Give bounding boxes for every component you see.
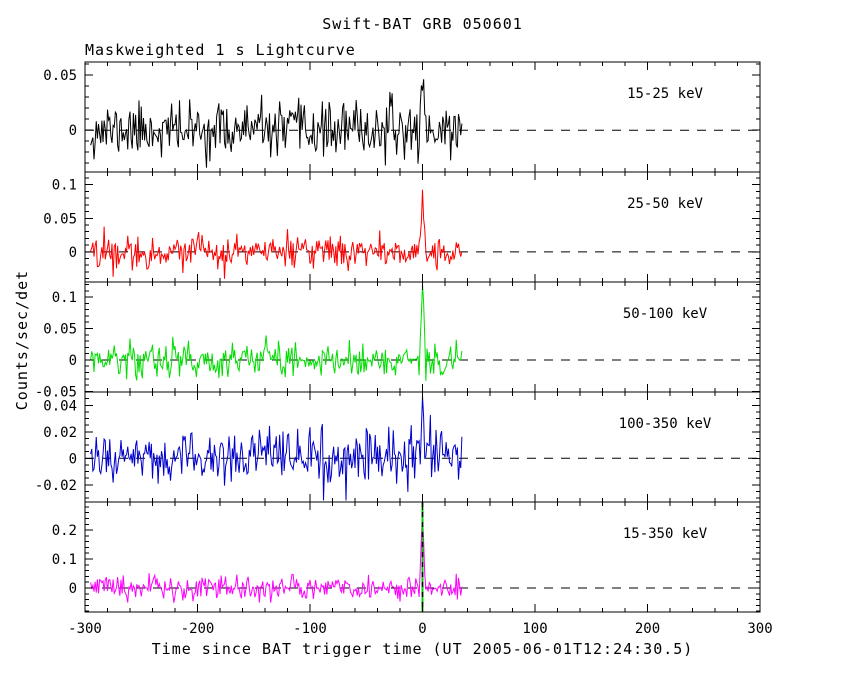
y-tick-label: -0.02 [35, 478, 77, 494]
lightcurve-series [90, 395, 463, 501]
series-legend: 50-100 keV [623, 306, 708, 322]
chart-subtitle: Maskweighted 1 s Lightcurve [85, 41, 356, 59]
y-tick-label: 0.02 [43, 425, 77, 441]
lightcurve-series [90, 284, 463, 381]
panel-border [84, 61, 761, 173]
x-tick-label: -100 [293, 621, 327, 637]
y-tick-label: 0 [69, 581, 77, 597]
series-legend: 100-350 keV [619, 416, 712, 432]
panel-border [84, 171, 761, 283]
x-axis-label: Time since BAT trigger time (UT 2005-06-… [151, 640, 694, 658]
y-tick-label: 0 [69, 353, 77, 369]
y-tick-label: -0.05 [35, 384, 77, 400]
panel-border [84, 501, 761, 613]
x-tick-label: -300 [68, 621, 102, 637]
y-tick-label: 0.05 [43, 68, 77, 84]
y-tick-label: 0.1 [52, 290, 77, 306]
lightcurve-series [90, 189, 463, 279]
y-tick-label: 0 [69, 123, 77, 139]
x-tick-label: 200 [635, 621, 660, 637]
x-tick-label: -200 [181, 621, 215, 637]
lightcurve-series [90, 514, 463, 603]
y-tick-label: 0.1 [52, 552, 77, 568]
x-tick-label: 300 [747, 621, 772, 637]
series-legend: 25-50 keV [627, 196, 703, 212]
lightcurve-series [90, 79, 463, 168]
y-tick-label: 0.05 [43, 322, 77, 338]
y-tick-label: 0 [69, 451, 77, 467]
y-tick-label: 0 [69, 245, 77, 261]
x-tick-label: 0 [418, 621, 426, 637]
series-legend: 15-25 keV [627, 86, 703, 102]
series-legend: 15-350 keV [623, 526, 708, 542]
y-tick-label: 0.05 [43, 211, 77, 227]
y-tick-label: 0.2 [52, 523, 77, 539]
y-tick-label: 0.1 [52, 178, 77, 194]
y-tick-label: 0.04 [43, 398, 77, 414]
panel-border [84, 281, 761, 393]
chart-title: Swift-BAT GRB 050601 [322, 15, 523, 33]
x-tick-label: 100 [522, 621, 547, 637]
